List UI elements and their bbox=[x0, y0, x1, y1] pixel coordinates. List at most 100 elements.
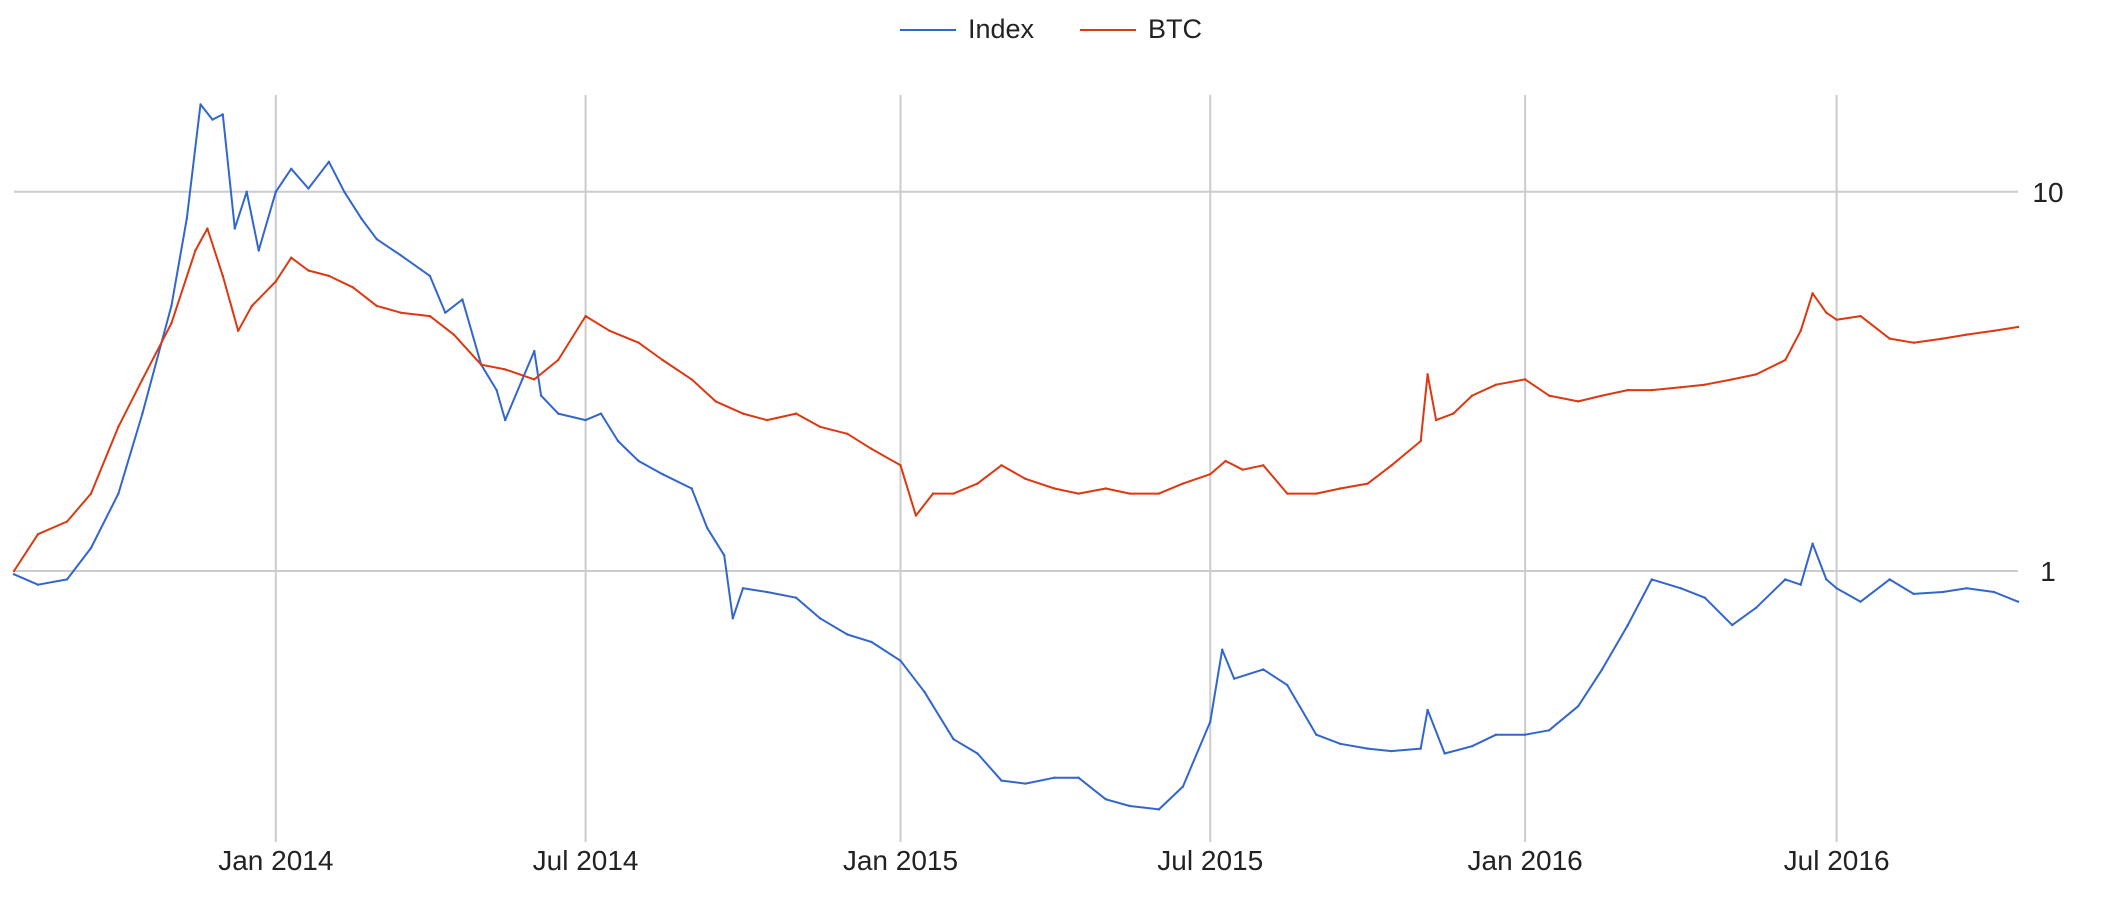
data-point-btc[interactable] bbox=[375, 304, 379, 308]
data-point-btc[interactable] bbox=[818, 425, 822, 429]
data-point-index[interactable] bbox=[36, 583, 40, 586]
data-point-index[interactable] bbox=[1754, 606, 1758, 609]
data-point-index[interactable] bbox=[741, 587, 745, 590]
data-point-btc[interactable] bbox=[1434, 418, 1438, 422]
data-point-btc[interactable] bbox=[1470, 394, 1474, 397]
data-point-index[interactable] bbox=[818, 617, 822, 620]
data-point-index[interactable] bbox=[1703, 596, 1707, 599]
data-point-btc[interactable] bbox=[952, 492, 955, 495]
data-point-index[interactable] bbox=[141, 412, 144, 415]
data-point-index[interactable] bbox=[705, 526, 709, 529]
data-point-index[interactable] bbox=[343, 190, 346, 193]
data-point-index[interactable] bbox=[1600, 668, 1604, 671]
data-point-btc[interactable] bbox=[452, 333, 456, 336]
data-point-index[interactable] bbox=[661, 472, 664, 476]
data-point-btc[interactable] bbox=[1626, 388, 1630, 392]
data-point-btc[interactable] bbox=[533, 378, 536, 381]
data-point-index[interactable] bbox=[170, 304, 173, 308]
data-point-btc[interactable] bbox=[206, 227, 209, 230]
data-point-index[interactable] bbox=[428, 274, 432, 278]
data-point-btc[interactable] bbox=[12, 569, 16, 573]
data-point-btc[interactable] bbox=[170, 322, 173, 325]
data-point-btc[interactable] bbox=[1128, 492, 1132, 495]
data-point-index[interactable] bbox=[185, 217, 189, 220]
data-point-btc[interactable] bbox=[1390, 464, 1393, 467]
data-point-index[interactable] bbox=[870, 640, 873, 644]
data-point-btc[interactable] bbox=[794, 412, 798, 415]
data-point-index[interactable] bbox=[233, 227, 236, 230]
data-point-index[interactable] bbox=[1470, 745, 1474, 748]
data-point-index[interactable] bbox=[1390, 749, 1393, 753]
data-point-index[interactable] bbox=[923, 690, 926, 694]
data-point-index[interactable] bbox=[731, 617, 734, 620]
data-point-btc[interactable] bbox=[1784, 358, 1787, 362]
data-point-index[interactable] bbox=[599, 412, 603, 415]
data-point-index[interactable] bbox=[1232, 677, 1236, 680]
data-point-btc[interactable] bbox=[661, 358, 664, 362]
data-point-index[interactable] bbox=[1547, 729, 1551, 732]
data-point-index[interactable] bbox=[1128, 804, 1132, 808]
data-point-index[interactable] bbox=[1523, 733, 1527, 736]
data-point-index[interactable] bbox=[1286, 683, 1289, 687]
data-point-btc[interactable] bbox=[399, 311, 402, 314]
data-point-index[interactable] bbox=[794, 596, 798, 599]
data-point-index[interactable] bbox=[1912, 592, 1915, 596]
data-point-index[interactable] bbox=[1859, 600, 1862, 603]
data-point-index[interactable] bbox=[1339, 742, 1342, 746]
data-point-index[interactable] bbox=[533, 349, 536, 353]
data-point-index[interactable] bbox=[690, 487, 693, 490]
data-point-index[interactable] bbox=[65, 578, 69, 581]
data-point-btc[interactable] bbox=[1731, 378, 1734, 381]
data-point-index[interactable] bbox=[1965, 587, 1968, 590]
data-point-index[interactable] bbox=[1650, 578, 1653, 581]
data-point-btc[interactable] bbox=[1523, 378, 1527, 381]
data-point-btc[interactable] bbox=[1547, 394, 1551, 397]
data-point-index[interactable] bbox=[637, 459, 640, 463]
data-point-index[interactable] bbox=[274, 190, 278, 193]
data-point-index[interactable] bbox=[290, 167, 293, 170]
data-point-btc[interactable] bbox=[1754, 373, 1758, 376]
series-line-btc[interactable] bbox=[13, 227, 2019, 572]
data-point-btc[interactable] bbox=[1679, 386, 1683, 389]
data-point-index[interactable] bbox=[1053, 776, 1056, 779]
data-point-btc[interactable] bbox=[557, 358, 560, 362]
data-point-index[interactable] bbox=[117, 492, 120, 495]
data-point-btc[interactable] bbox=[765, 418, 769, 422]
data-point-index[interactable] bbox=[1024, 782, 1027, 785]
data-point-btc[interactable] bbox=[65, 520, 69, 523]
data-point-btc[interactable] bbox=[1241, 468, 1244, 471]
data-point-btc[interactable] bbox=[1811, 292, 1814, 295]
data-point-btc[interactable] bbox=[351, 286, 355, 289]
data-point-btc[interactable] bbox=[250, 304, 254, 308]
data-point-index[interactable] bbox=[1104, 798, 1108, 801]
data-point-index[interactable] bbox=[1262, 668, 1265, 671]
data-point-btc[interactable] bbox=[846, 432, 849, 436]
data-point-btc[interactable] bbox=[1494, 383, 1498, 386]
data-point-index[interactable] bbox=[1419, 747, 1422, 750]
data-point-index[interactable] bbox=[245, 190, 248, 193]
data-point-index[interactable] bbox=[1181, 785, 1185, 788]
data-point-index[interactable] bbox=[557, 412, 560, 415]
data-point-btc[interactable] bbox=[1992, 329, 1996, 332]
data-point-btc[interactable] bbox=[274, 280, 278, 283]
data-point-btc[interactable] bbox=[1703, 383, 1707, 386]
data-point-index[interactable] bbox=[360, 217, 363, 220]
data-point-btc[interactable] bbox=[1965, 333, 1968, 336]
data-point-index[interactable] bbox=[1679, 587, 1683, 590]
data-point-index[interactable] bbox=[1443, 752, 1446, 755]
data-point-btc[interactable] bbox=[89, 492, 93, 495]
data-point-index[interactable] bbox=[89, 546, 93, 550]
data-point-btc[interactable] bbox=[1224, 459, 1227, 463]
data-point-index[interactable] bbox=[12, 573, 16, 576]
data-point-index[interactable] bbox=[1315, 733, 1318, 736]
data-point-index[interactable] bbox=[1366, 747, 1369, 750]
data-point-btc[interactable] bbox=[870, 447, 873, 450]
data-point-btc[interactable] bbox=[480, 363, 483, 366]
data-point-btc[interactable] bbox=[1209, 472, 1212, 476]
data-point-btc[interactable] bbox=[1426, 373, 1429, 376]
data-point-btc[interactable] bbox=[1419, 439, 1422, 443]
data-point-btc[interactable] bbox=[428, 314, 432, 318]
data-point-index[interactable] bbox=[723, 554, 726, 557]
data-point-index[interactable] bbox=[846, 633, 849, 636]
data-point-index[interactable] bbox=[399, 254, 402, 257]
